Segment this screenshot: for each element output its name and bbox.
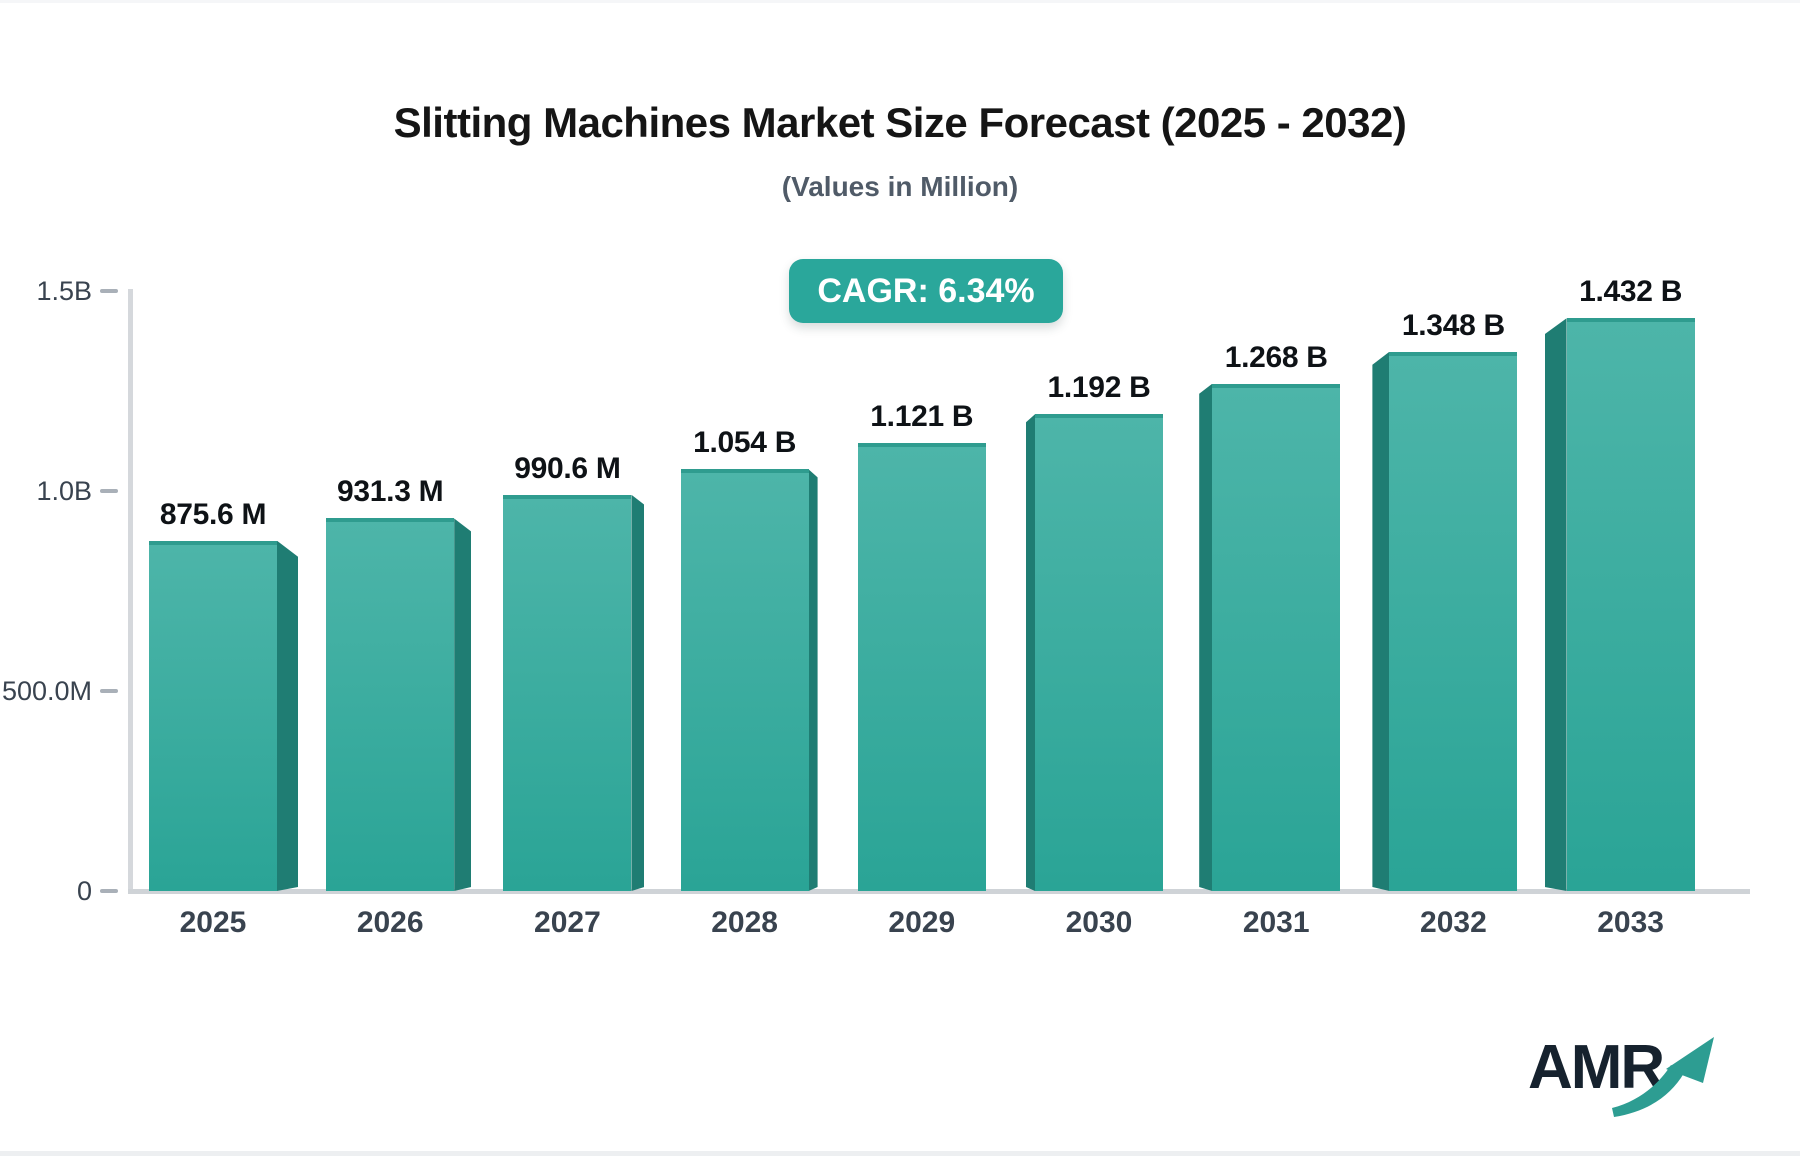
bar-side-2027 (631, 494, 645, 891)
x-axis-line (128, 889, 1750, 894)
bar-2031 (1212, 383, 1341, 891)
bar-2028 (680, 469, 809, 891)
x-axis-label-2027: 2027 (534, 906, 601, 939)
y-tick-mark (100, 689, 118, 693)
bar-value-label: 875.6 M (159, 497, 267, 531)
bar-value-label: 931.3 M (337, 475, 444, 509)
x-axis-label-2028: 2028 (711, 906, 778, 939)
amr-logo: AMR (1528, 1027, 1758, 1137)
x-axis-label-2026: 2026 (356, 906, 424, 939)
y-tick-label: 500.0M (1, 676, 92, 706)
y-tick-mark (100, 489, 118, 493)
x-axis-label-2033: 2033 (1597, 906, 1664, 939)
bar-2030 (1035, 414, 1163, 891)
bar-2033 (1566, 318, 1695, 891)
bar-2025 (149, 540, 277, 891)
cagr-badge-label: CAGR: 6.34% (817, 271, 1035, 310)
bar-side-2030 (1026, 414, 1035, 891)
cagr-badge: CAGR: 6.34% (789, 259, 1063, 323)
y-tick-mark (100, 289, 118, 293)
x-axis-label-2025: 2025 (179, 906, 247, 939)
x-axis-label-2031: 2031 (1242, 906, 1310, 939)
bar-side-2033 (1544, 318, 1567, 891)
bar-side-2028 (808, 469, 818, 891)
bar-2027 (503, 494, 632, 891)
bar-value-label: 990.6 M (514, 451, 621, 485)
amr-logo-text: AMR (1528, 1033, 1665, 1102)
bar-side-2025 (277, 540, 298, 891)
chart-subtitle: (Values in Million) (781, 171, 1019, 202)
x-axis-label-2030: 2030 (1065, 906, 1133, 939)
y-tick-label: 1.5B (36, 276, 92, 306)
bar-2029 (857, 442, 986, 891)
growth-arrow-icon (1612, 1037, 1714, 1117)
y-tick-mark (100, 889, 118, 893)
bar-value-label: 1.192 B (1047, 371, 1151, 405)
y-axis-line (128, 289, 133, 893)
bar-value-label: 1.268 B (1224, 340, 1328, 374)
y-tick-label: 1.0B (36, 476, 92, 506)
bar-2026 (326, 518, 455, 891)
bottom-border (0, 1151, 1800, 1156)
x-axis-label-2032: 2032 (1420, 906, 1487, 939)
bar-side-2026 (454, 518, 472, 891)
bar-value-label: 1.432 B (1579, 275, 1683, 309)
bar-side-2031 (1199, 383, 1213, 891)
bar-value-label: 1.121 B (870, 399, 974, 433)
bar-value-label: 1.054 B (693, 426, 797, 460)
bar-side-2032 (1372, 351, 1390, 891)
bar-value-label: 1.348 B (1401, 308, 1505, 342)
bar-2032 (1389, 351, 1518, 891)
chart-title: Slitting Machines Market Size Forecast (… (393, 99, 1407, 146)
x-axis-label-2029: 2029 (888, 906, 956, 939)
y-tick-label: 0 (76, 876, 92, 906)
